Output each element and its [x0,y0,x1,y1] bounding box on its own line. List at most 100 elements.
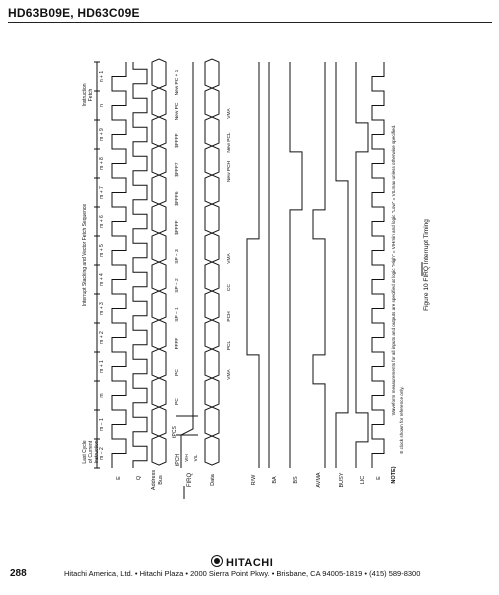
e-clock-waveform [111,62,127,468]
hitachi-logo: HITACHI [211,555,273,569]
cycle-label: m − 1 [99,418,105,431]
data-value: PCH [226,311,232,322]
data-bus-cell [204,145,220,176]
address-value: FFFF [174,338,180,350]
address-bus-cell [151,87,167,118]
address-value: $FFFF [174,220,180,234]
address-value: $FFF6 [174,191,180,205]
cycle-label: m + 7 [99,186,105,199]
data-bus-cell [204,87,220,118]
data-bus-cell [204,116,220,147]
data-bus-cell [204,174,220,205]
signal-label-lic: LIC [360,476,366,485]
signal-label-e: E [116,476,122,480]
note-label: NOTE) [391,466,397,483]
cycle-label: n [99,104,105,107]
note-text: E clock shown for reference only. [399,386,404,453]
header-label-last-cycle: of Current [88,440,94,463]
cycle-label: m + 5 [99,244,105,257]
bs-waveform [289,62,303,468]
address-bus-cell [151,174,167,205]
hitachi-logo-icon [211,555,223,567]
address-bus-cell [151,435,167,466]
rw-waveform [246,62,260,468]
signal-label-q: Q [136,475,142,480]
data-bus-cell [204,203,220,234]
firq-waveform [180,62,194,468]
cycle-label: m + 3 [99,302,105,315]
figure-caption: Figure 10 FIRQ Interrupt Timing [423,219,430,311]
signal-label-firq: FIRQ [187,473,193,488]
signal-label-rw: R/W [251,474,257,486]
address-bus-cell [151,145,167,176]
cycle-label: n + 1 [99,71,105,82]
cycle-label: m + 9 [99,128,105,141]
data-value: New PCL [226,132,232,153]
page-footer: HITACHI 288 Hitachi America, Ltd. • Hita… [6,555,494,591]
cycle-label: m + 4 [99,273,105,286]
data-bus-cell [204,290,220,321]
address-bus-cell [151,406,167,437]
timing-label-tpch: tPCH [175,454,181,466]
header-label-sequence: Interrupt Stacking and Vector Fetch Sequ… [82,204,88,307]
address-bus-cell [151,348,167,379]
lic-waveform [355,62,369,468]
data-value: New PCH [226,160,232,182]
cycle-label: m − 2 [99,447,105,460]
address-bus-cell [151,116,167,147]
footer-address: Hitachi America, Ltd. • Hitachi Plaza • … [64,569,421,578]
data-value: VMA [226,369,232,380]
address-value: PC [174,369,180,376]
signal-label-busy: BUSY [339,472,345,487]
timing-label-vil: VIL [193,454,198,461]
address-bus-cell [151,377,167,408]
data-value: CC [226,284,232,291]
header-label-last-cycle: Instruction [94,440,100,463]
header-label-fetch: Fetch [88,89,94,102]
header-label-last-cycle: Last Cycle [82,440,88,464]
page-number: 288 [10,568,27,579]
page-header: HD63B09E, HD63C09E [8,6,140,20]
address-value: New PC [174,102,180,120]
data-value: VMA [226,108,232,119]
address-value: SP − 1 [174,307,180,322]
address-value: SP − 3 [174,249,180,264]
hitachi-logo-text: HITACHI [226,557,274,569]
avma-waveform [312,62,326,468]
address-value: SP − 2 [174,278,180,293]
address-value: New PC + 1 [174,69,180,95]
q-clock-waveform [132,62,148,468]
e-reference-waveform [371,62,385,468]
data-bus-cell [204,435,220,466]
busy-waveform [335,62,349,468]
address-bus-cell [151,319,167,350]
data-bus-cell [204,319,220,350]
signal-label-address-bus: Bus [158,475,164,485]
cycle-label: m + 6 [99,215,105,228]
address-bus-cell [151,232,167,263]
data-bus-cell [204,377,220,408]
signal-label-ba: BA [272,476,278,484]
cycle-label: m + 2 [99,331,105,344]
data-value: VMA [226,253,232,264]
header-label-fetch: Instruction [82,83,88,106]
data-bus-cell [204,232,220,263]
timing-label-tpcs: tPCS [172,426,178,438]
cycle-label: m + 8 [99,157,105,170]
address-bus-cell [151,203,167,234]
signal-label-data: Data [210,473,216,486]
note-text: Waveform measurements for all inputs and… [391,125,396,416]
address-value: $FFFF [174,133,180,147]
address-value: PC [174,398,180,405]
timing-label-vih: VIH [184,454,189,462]
signal-label-address-bus: Address [151,470,157,490]
address-bus-cell [151,290,167,321]
data-bus-cell [204,58,220,89]
cycle-label: m [99,393,105,397]
signal-label-e-reference: E [376,476,382,480]
data-value: PCL [226,341,232,351]
address-bus-cell [151,58,167,89]
address-bus-cell [151,261,167,292]
signal-label-bs: BS [293,476,299,484]
data-bus-cell [204,348,220,379]
